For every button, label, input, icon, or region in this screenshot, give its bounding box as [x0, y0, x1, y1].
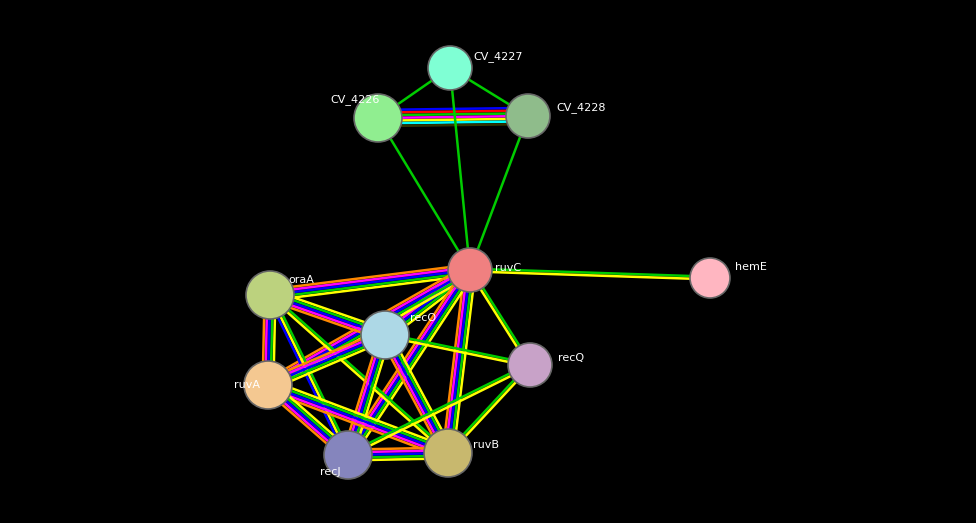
- Circle shape: [324, 431, 372, 479]
- Text: CV_4226: CV_4226: [330, 95, 380, 106]
- Circle shape: [354, 94, 402, 142]
- Text: CV_4227: CV_4227: [473, 52, 522, 62]
- Text: ruvB: ruvB: [473, 440, 499, 450]
- Text: oraA: oraA: [288, 275, 314, 285]
- Text: recQ: recQ: [558, 353, 584, 363]
- Circle shape: [246, 271, 294, 319]
- Circle shape: [361, 311, 409, 359]
- Circle shape: [448, 248, 492, 292]
- Text: recO: recO: [410, 313, 436, 323]
- Text: hemE: hemE: [735, 262, 767, 272]
- Text: CV_4228: CV_4228: [556, 103, 605, 113]
- Circle shape: [690, 258, 730, 298]
- Circle shape: [506, 94, 550, 138]
- Text: recJ: recJ: [320, 467, 341, 477]
- Circle shape: [244, 361, 292, 409]
- Circle shape: [424, 429, 472, 477]
- Text: ruvC: ruvC: [495, 263, 521, 273]
- Circle shape: [428, 46, 472, 90]
- Text: ruvA: ruvA: [234, 380, 260, 390]
- Circle shape: [508, 343, 552, 387]
